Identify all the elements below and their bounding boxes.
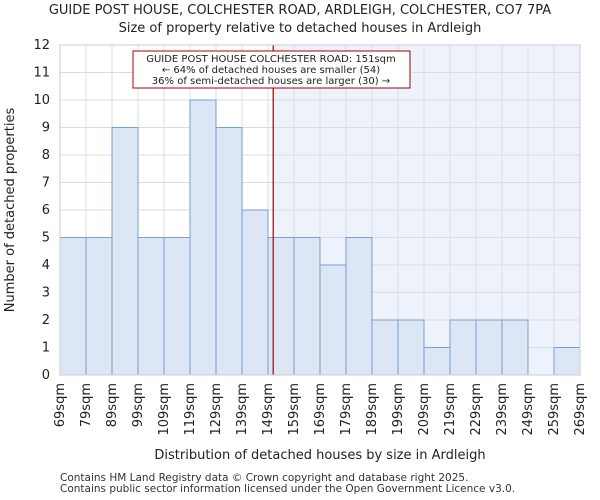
footer-line-2: Contains public sector information licen… <box>60 483 516 495</box>
x-tick-label: 199sqm <box>391 383 406 436</box>
x-tick-label: 89sqm <box>105 383 120 427</box>
bar-219sqm <box>449 319 477 376</box>
annotation-line-1: GUIDE POST HOUSE COLCHESTER ROAD: 151sqm <box>146 54 396 65</box>
y-tick-label: 12 <box>33 38 50 53</box>
x-tick-label: 269sqm <box>573 383 588 436</box>
bar-229sqm <box>475 319 503 376</box>
y-tick-label: 5 <box>42 231 50 246</box>
plot-frame <box>59 44 581 376</box>
bar-79sqm <box>85 237 113 376</box>
bar-89sqm <box>111 127 139 376</box>
footer-line-1: Contains HM Land Registry data © Crown c… <box>60 472 469 484</box>
x-tick-label: 239sqm <box>495 383 510 436</box>
bar-129sqm <box>215 127 243 376</box>
x-tick-label: 169sqm <box>313 383 328 436</box>
y-axis-label: Number of detached properties <box>3 108 18 313</box>
bar-169sqm <box>319 264 347 376</box>
bar-199sqm <box>397 319 425 376</box>
y-tick-label: 1 <box>42 341 50 356</box>
annotation-line-3: 36% of semi-detached houses are larger (… <box>152 76 390 87</box>
x-axis-ticks: 69sqm 79sqm 89sqm 99sqm 109sqm 119sqm 129sqm 13… <box>53 383 588 436</box>
y-tick-label: 11 <box>33 66 50 81</box>
x-tick-label: 219sqm <box>443 383 458 436</box>
bar-239sqm <box>501 319 529 376</box>
x-tick-label: 229sqm <box>469 383 484 436</box>
bar-99sqm <box>137 237 165 376</box>
annotation-box: GUIDE POST HOUSE COLCHESTER ROAD: 151sqm… <box>132 50 411 89</box>
x-tick-label: 109sqm <box>157 383 172 436</box>
x-tick-label: 179sqm <box>339 383 354 436</box>
bar-189sqm <box>371 319 399 376</box>
bar-179sqm <box>345 237 373 376</box>
y-tick-label: 7 <box>42 176 50 191</box>
x-tick-label: 119sqm <box>183 383 198 436</box>
annotation-line-2: ← 64% of detached houses are smaller (54… <box>162 65 380 76</box>
x-tick-label: 159sqm <box>287 383 302 436</box>
bar-159sqm <box>293 237 321 376</box>
x-tick-label: 69sqm <box>53 383 68 427</box>
chart-title: GUIDE POST HOUSE, COLCHESTER ROAD, ARDLE… <box>48 3 552 18</box>
bar-139sqm <box>241 209 269 376</box>
y-tick-label: 8 <box>42 148 50 163</box>
x-tick-label: 209sqm <box>417 383 432 436</box>
y-tick-label: 9 <box>42 121 50 136</box>
x-tick-label: 149sqm <box>261 383 276 436</box>
bar-259sqm <box>553 347 581 376</box>
y-tick-label: 6 <box>42 203 50 218</box>
bar-69sqm <box>59 237 87 376</box>
bar-149sqm <box>267 237 295 376</box>
y-tick-label: 4 <box>42 258 50 273</box>
x-tick-label: 249sqm <box>521 383 536 436</box>
bar-209sqm <box>423 347 451 376</box>
x-tick-label: 189sqm <box>365 383 380 436</box>
x-tick-label: 79sqm <box>79 383 94 427</box>
y-tick-label: 3 <box>42 286 50 301</box>
x-tick-label: 259sqm <box>547 383 562 436</box>
bar-109sqm <box>163 237 191 376</box>
y-tick-label: 0 <box>42 368 50 383</box>
x-axis-label: Distribution of detached houses by size … <box>154 448 485 463</box>
x-tick-label: 99sqm <box>131 383 146 427</box>
bar-119sqm <box>189 99 217 376</box>
chart-subtitle: Size of property relative to detached ho… <box>118 21 482 36</box>
y-tick-label: 10 <box>33 93 50 108</box>
bars <box>59 99 581 376</box>
x-tick-label: 129sqm <box>209 383 224 436</box>
x-tick-label: 139sqm <box>235 383 250 436</box>
y-tick-label: 2 <box>42 313 50 328</box>
